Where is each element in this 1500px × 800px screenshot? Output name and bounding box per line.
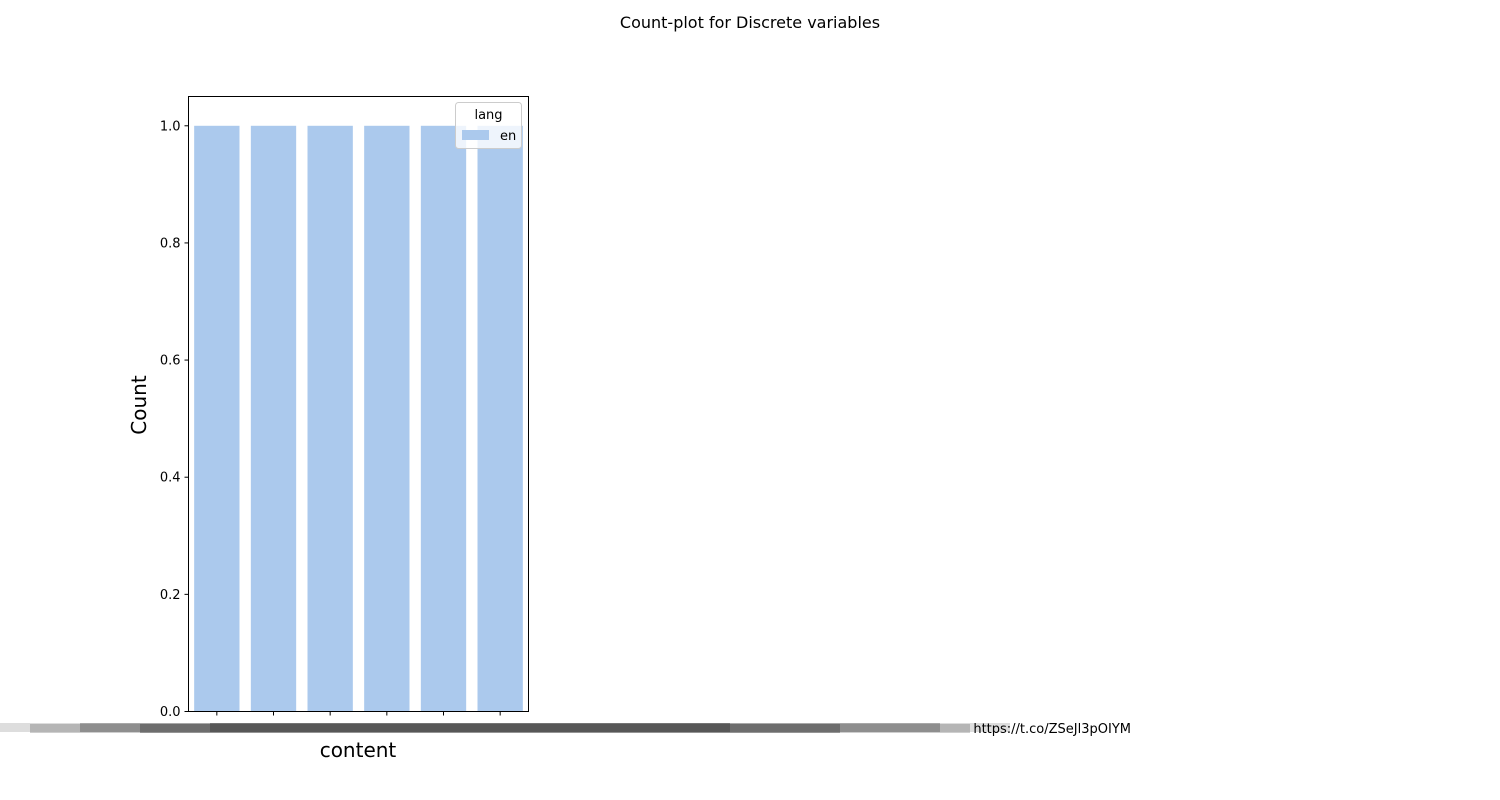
y-axis-label: Count bbox=[127, 375, 151, 435]
y-tick-label-5: 1.0 bbox=[160, 119, 181, 134]
legend: lang en bbox=[455, 102, 522, 149]
bars-group bbox=[194, 125, 523, 712]
bar-4 bbox=[420, 125, 467, 712]
legend-label-en: en bbox=[500, 129, 516, 144]
x-tick-smear-4 bbox=[210, 723, 730, 732]
y-axis: 0.0 0.2 0.4 0.6 0.8 1.0 bbox=[160, 119, 189, 720]
bar-5 bbox=[477, 125, 523, 712]
x-axis bbox=[0, 711, 1010, 733]
x-axis-label: content bbox=[320, 738, 397, 762]
x-tick-label-smear bbox=[0, 723, 1010, 733]
x-tick-smear-3 bbox=[140, 724, 840, 733]
bar-1 bbox=[250, 125, 297, 712]
x-tick-label-overlap: https://t.co/ZSeJl3pOIYM bbox=[973, 722, 1131, 737]
y-tick-label-3: 0.6 bbox=[160, 354, 181, 369]
bar-3 bbox=[364, 125, 410, 712]
legend-title: lang bbox=[474, 108, 502, 123]
figure-suptitle: Count-plot for Discrete variables bbox=[619, 13, 881, 32]
y-tick-label-2: 0.4 bbox=[160, 471, 181, 486]
legend-swatch-en bbox=[462, 130, 489, 140]
y-tick-label-1: 0.2 bbox=[160, 588, 181, 603]
bar-2 bbox=[307, 125, 353, 712]
y-tick-label-0: 0.0 bbox=[160, 705, 181, 720]
axes-frame bbox=[188, 96, 529, 712]
y-tick-label-4: 0.8 bbox=[160, 236, 181, 251]
bar-0 bbox=[194, 125, 240, 712]
x-tick-smear-0 bbox=[0, 723, 1010, 732]
x-tick-smear-1 bbox=[30, 724, 970, 733]
x-tick-smear-2 bbox=[80, 723, 940, 732]
